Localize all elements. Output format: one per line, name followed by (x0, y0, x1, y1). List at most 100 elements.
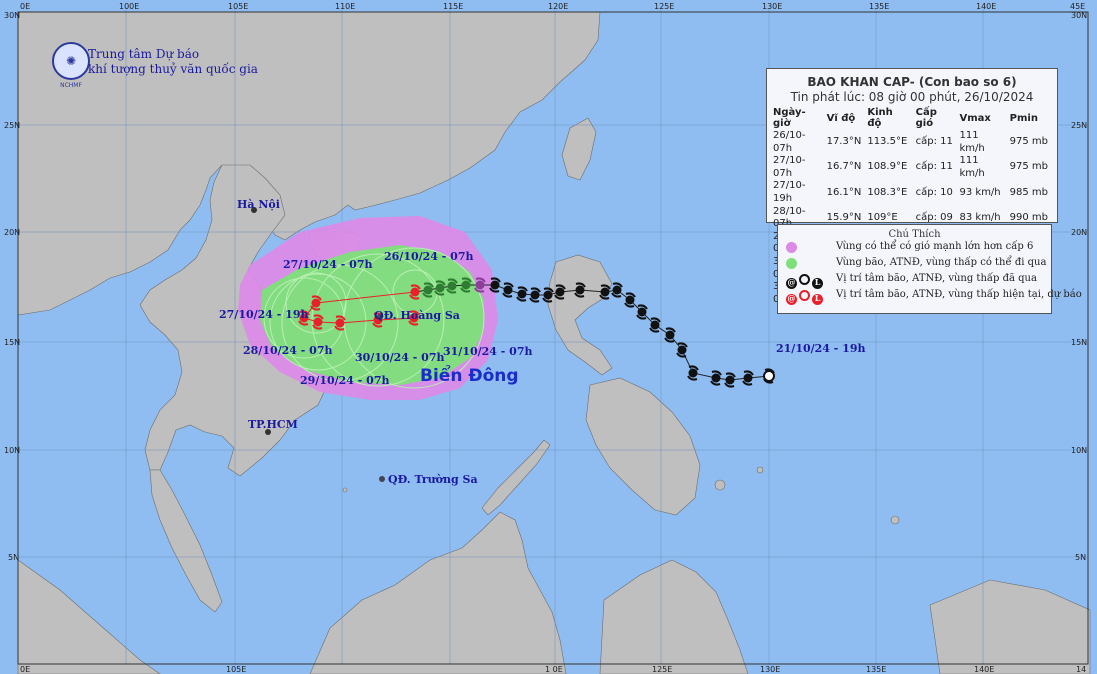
lat-label-left: 20N (4, 228, 20, 237)
forecast-low-icon: L (812, 294, 823, 305)
past-storm-icon-arms (763, 368, 775, 384)
top-lon-label: 100E (119, 2, 139, 11)
bottom-lon-label: 0E (20, 665, 30, 674)
lat-label-left: 5N (8, 553, 19, 562)
forecast-cell: 26/10-07h (773, 130, 806, 154)
forecast-cell: 17.3°N (826, 136, 862, 148)
legend-label: Vùng có thể có gió mạnh lớn hơn cấp 6 (836, 241, 1034, 252)
past-storm-icon-core (575, 285, 585, 295)
forecast-storm-icon-arms (310, 295, 322, 311)
past-storm-icon (489, 277, 501, 293)
past-storm-icon (474, 277, 486, 293)
past-storm-icon-core (711, 373, 721, 383)
borneo (309, 511, 567, 674)
past-storm-icon-arms (649, 317, 661, 333)
past-storm-icon: @ (786, 277, 797, 289)
col-header: Cấp gió (915, 107, 937, 129)
past-storm-icon (599, 284, 611, 300)
forecast-time-label: 27/10/24 - 19h (219, 308, 309, 321)
agency-line1: Trung tâm Dự báo (88, 47, 200, 61)
forecast-storm-icon-core (311, 298, 321, 308)
past-storm-icon (460, 277, 472, 293)
forecast-storm-icon (310, 295, 322, 311)
forecast-table-row: 27/10-07h 16.7°N 108.9°E cấp: 11 111 km/h 975… (773, 155, 1057, 180)
hanoi-label: Hà Nội (237, 198, 280, 211)
agency-name: Trung tâm Dự báo khí tượng thuỷ văn quốc… (88, 47, 258, 77)
past-storm-icon (611, 282, 623, 298)
lat-label-right: 10N (1071, 446, 1087, 455)
forecast-cell: cấp: 11 (915, 136, 953, 148)
col-header: Kinh độ (867, 107, 893, 129)
past-storm-icon-core (461, 280, 471, 290)
top-axis: 0E 100E 105E 110E 115E 120E 125E 130E 13… (20, 2, 1085, 11)
top-lon-label: 125E (654, 2, 674, 11)
hoang-sa-marker (377, 314, 383, 320)
forecast-cell: 28/10-07h (773, 205, 806, 230)
island (890, 515, 900, 525)
forecast-storm-icon (334, 315, 346, 331)
forecast-time-label: 31/10/24 - 07h (443, 345, 533, 358)
past-storm-icon-arms (599, 284, 611, 300)
past-storm-icon-arms (460, 277, 472, 293)
past-storm-icon-core (743, 373, 753, 383)
past-storm-icon-arms (446, 278, 458, 294)
legend-item-forecast-positions: @ L Vị trí tâm bão, ATNĐ, vùng thấp hiện … (778, 288, 1082, 305)
bottom-lon-label: 14 (1076, 665, 1086, 674)
bottom-lon-label: 1 0E (545, 665, 563, 674)
graticule (18, 8, 1088, 664)
track-start-time-label: 21/10/24 - 19h (776, 342, 866, 355)
past-storm-icon-arms (489, 277, 501, 293)
lat-label-right: 25N (1071, 121, 1087, 130)
forecast-storm-icon-arms (298, 310, 310, 326)
top-lon-label: 140E (976, 2, 996, 11)
past-storm-icon-core (503, 285, 513, 295)
bottom-lon-label: 140E (974, 665, 994, 674)
past-storm-icon-core (650, 320, 660, 330)
past-storm-icon (542, 287, 554, 303)
legend-label: Vùng bão, ATNĐ, vùng thấp có thể đi qua (836, 257, 1047, 268)
forecast-cone-circles (263, 247, 485, 389)
past-storm-icon (664, 327, 676, 343)
past-storm-icon (502, 282, 514, 298)
past-storm-icon (742, 370, 754, 386)
past-storm-icon-core (423, 285, 433, 295)
agency-logo: ✺ NCHMF (52, 42, 90, 89)
past-storm-icon-arms (710, 370, 722, 386)
truong-sa-marker (379, 476, 385, 482)
lat-label-left: 10N (4, 446, 20, 455)
bottom-lon-label: 135E (866, 665, 886, 674)
past-storm-icon-core (600, 287, 610, 297)
bien-dong-label: Biển Đông (420, 364, 519, 386)
visayas-mindanao (585, 377, 701, 516)
lat-label-right: 5N (1075, 553, 1086, 562)
top-lon-label: 120E (548, 2, 568, 11)
past-storm-icon (687, 365, 699, 381)
top-lon-label: 130E (762, 2, 782, 11)
past-low-icon: L (812, 278, 823, 289)
col-header: Ngày-giờ (773, 107, 806, 129)
forecast-cell: 16.1°N (826, 186, 862, 198)
forecast-cell: cấp: 09 (915, 211, 953, 223)
logo-icon: ✺ (65, 54, 77, 68)
forecast-storm-icon (312, 314, 324, 330)
forecast-cell: 975 mb (1009, 161, 1049, 173)
lat-label-right: 30N (1071, 11, 1087, 20)
forecast-cell: 27/10-19h (773, 180, 806, 204)
past-storm-icon-core (517, 289, 527, 299)
top-lon-label: 110E (335, 2, 355, 11)
island (714, 479, 726, 491)
forecast-cell: 16.7°N (826, 161, 862, 173)
past-storm-icon-core (763, 370, 775, 382)
luzon (547, 254, 613, 376)
past-storm-icon-core (725, 375, 735, 385)
hcm-label: TP.HCM (248, 418, 298, 431)
past-storm-icon (649, 317, 661, 333)
bottom-lon-label: 105E (226, 665, 246, 674)
past-storm-icon-arms (422, 282, 434, 298)
forecast-cell: 985 mb (1009, 186, 1049, 198)
malay-peninsula (149, 469, 223, 613)
bulletin-panel: BAO KHAN CAP- (Con bao so 6) Tin phát lú… (766, 68, 1058, 305)
past-storm-icon-arms (516, 286, 528, 302)
past-storm-icon (516, 286, 528, 302)
